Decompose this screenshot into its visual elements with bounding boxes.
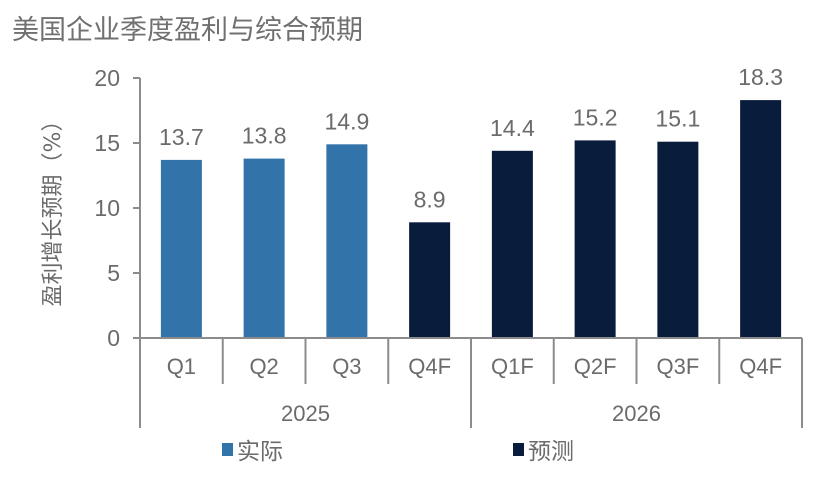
data-label: 13.8	[242, 123, 287, 149]
data-label: 15.1	[655, 106, 700, 132]
y-tick-label: 0	[107, 325, 120, 351]
legend-item-actual: 实际	[222, 439, 283, 465]
bar-forecast	[740, 100, 782, 338]
x-tick-label: Q4F	[408, 354, 451, 379]
bar-actual	[243, 158, 285, 338]
x-tick-label: Q2	[249, 354, 278, 379]
legend-label: 实际	[237, 439, 283, 465]
y-tick-label: 20	[94, 65, 120, 91]
bar-forecast	[409, 222, 451, 338]
bar-actual	[326, 144, 368, 338]
x-tick-label: Q3F	[656, 354, 699, 379]
bars	[160, 100, 782, 338]
x-tick-label: Q1F	[491, 354, 534, 379]
category-labels: Q1 Q2 Q3 Q4F Q1F Q2F Q3F Q4F	[167, 354, 782, 379]
data-label: 13.7	[159, 124, 204, 150]
legend-swatch	[513, 443, 524, 456]
x-group-label: 2026	[612, 401, 661, 426]
legend: 实际 预测	[222, 439, 574, 465]
data-label: 18.3	[738, 64, 783, 90]
bar-forecast	[574, 140, 616, 338]
data-labels: 13.7 13.8 14.9 8.9 14.4 15.2 15.1 18.3	[159, 64, 783, 212]
data-label: 14.9	[324, 108, 369, 134]
y-tick-label: 5	[107, 260, 120, 286]
x-tick-label: Q3	[332, 354, 361, 379]
group-labels: 2025 2026	[281, 401, 661, 426]
axes	[139, 78, 803, 428]
y-axis-label: 盈利增长预期（%）	[41, 110, 66, 307]
x-tick-label: Q1	[167, 354, 196, 379]
bar-forecast	[657, 141, 699, 338]
y-tick-label: 10	[94, 195, 120, 221]
data-label: 8.9	[414, 186, 446, 212]
data-label: 15.2	[573, 104, 618, 130]
data-label: 14.4	[490, 115, 535, 141]
x-group-label: 2025	[281, 401, 330, 426]
legend-swatch	[222, 443, 233, 456]
legend-label: 预测	[528, 439, 574, 465]
y-tick-label: 15	[94, 130, 120, 156]
legend-item-forecast: 预测	[513, 439, 574, 465]
chart-title: 美国企业季度盈利与综合预期	[12, 15, 363, 46]
y-axis-ticks: 0 5 10 15 20	[94, 65, 140, 351]
x-tick-label: Q2F	[574, 354, 617, 379]
bar-forecast	[491, 150, 533, 338]
x-tick-label: Q4F	[739, 354, 782, 379]
y-axis-label-group: 盈利增长预期（%）	[41, 110, 66, 307]
bar-actual	[160, 159, 202, 338]
